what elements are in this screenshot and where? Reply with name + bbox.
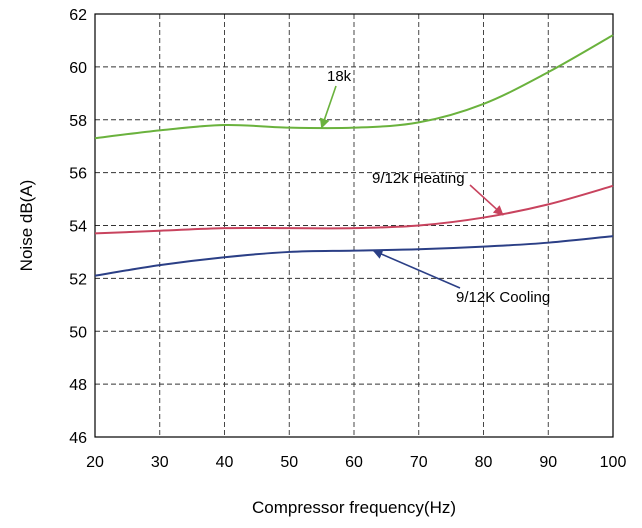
x-tick-label: 60	[345, 454, 363, 471]
series-line-0	[94, 34, 614, 140]
y-tick-label: 56	[69, 166, 87, 183]
y-tick-label: 58	[69, 113, 87, 130]
annotation-arrow-1	[469, 184, 504, 216]
series-layer	[94, 34, 614, 277]
x-tick-label: 100	[600, 454, 627, 471]
x-tick-label: 90	[539, 454, 557, 471]
series-line-2	[94, 235, 614, 277]
y-tick-label: 50	[69, 324, 87, 341]
series-label-2: 9/12K Cooling	[456, 289, 550, 306]
x-tick-label: 30	[151, 454, 169, 471]
y-axis-title: Noise dB(A)	[17, 180, 36, 272]
y-tick-label: 48	[69, 377, 87, 394]
y-tick-label: 46	[69, 430, 87, 447]
x-tick-label: 40	[216, 454, 234, 471]
tick-labels: 20 30 40 50 60 70 80 90 100 46 48 50 52 54 56 58 60 62	[69, 7, 626, 471]
series-label-0: 18k	[327, 68, 352, 85]
annotation-layer: 18k 9/12k Heating 9/12K Cooling	[319, 68, 550, 306]
grid	[95, 14, 613, 437]
y-tick-label: 54	[69, 219, 87, 236]
x-tick-label: 50	[280, 454, 298, 471]
x-tick-label: 80	[475, 454, 493, 471]
annotation-arrow-2	[372, 249, 461, 289]
plot-frame	[94, 13, 614, 438]
annotation-arrow-0	[319, 85, 337, 129]
series-label-1: 9/12k Heating	[372, 170, 465, 187]
y-tick-label: 62	[69, 7, 87, 24]
x-axis-title: Compressor frequency(Hz)	[252, 498, 456, 517]
series-line-1	[94, 184, 614, 235]
x-tick-label: 20	[86, 454, 104, 471]
y-tick-label: 60	[69, 60, 87, 77]
x-tick-label: 70	[410, 454, 428, 471]
y-tick-label: 52	[69, 271, 87, 288]
